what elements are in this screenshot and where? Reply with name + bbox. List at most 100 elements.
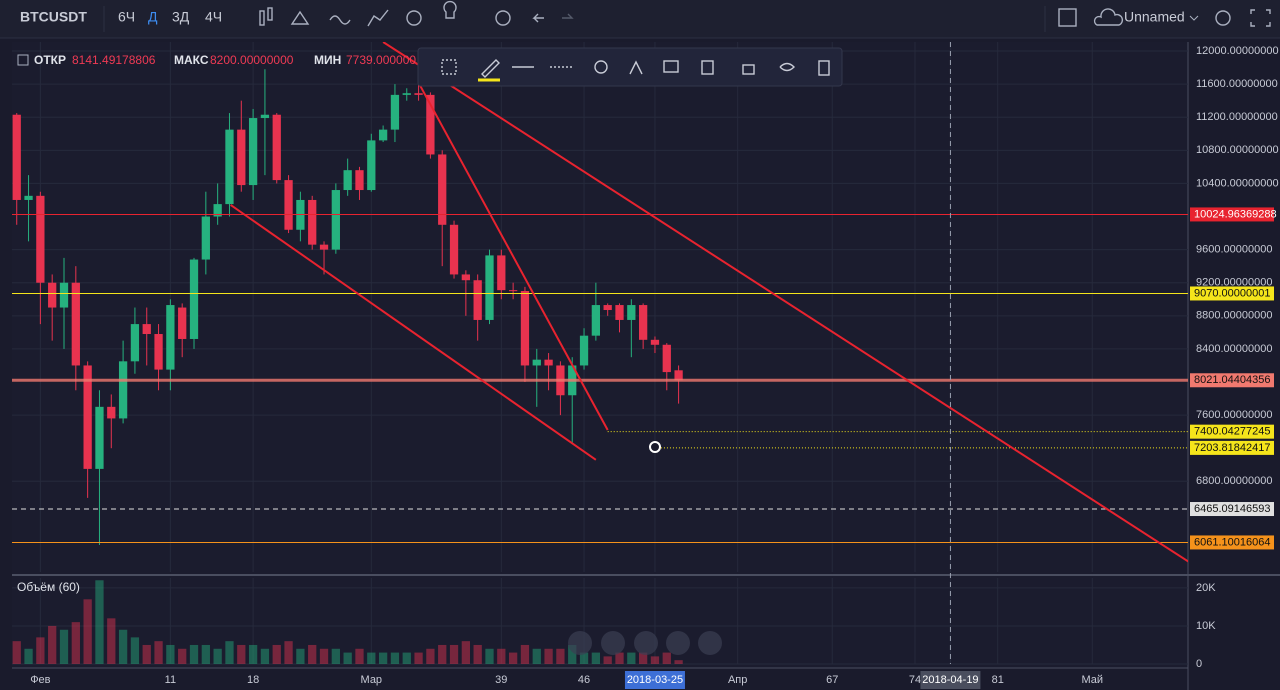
volume-bar (544, 648, 553, 664)
volume-bar (237, 644, 246, 664)
volume-bar (225, 641, 234, 664)
y-tick-label: 10400.00000000 (1196, 177, 1279, 189)
candle-body (225, 129, 234, 205)
price-label: 6061.10016064 (1194, 536, 1270, 548)
volume-bar (36, 637, 45, 664)
volume-bar (650, 656, 660, 664)
volume-bar (331, 648, 340, 664)
volume-bar (59, 629, 69, 664)
volume-bar (414, 652, 423, 664)
cursor (649, 441, 661, 453)
trend-line (382, 42, 1188, 563)
volume-bar (189, 644, 199, 664)
x-tick-label: 39 (495, 674, 507, 686)
volume-bar (532, 648, 541, 664)
candle-body (59, 282, 69, 308)
x-tick-label: Апр (728, 674, 747, 686)
volume-bar (343, 652, 352, 664)
x-tick-label: 2018-03-25 (627, 674, 683, 686)
drawing-toolbar (417, 47, 843, 87)
price-label-box (1190, 286, 1274, 301)
candle-body (414, 93, 423, 95)
candle-body (308, 199, 317, 245)
candle-body (166, 305, 175, 370)
candle-body (12, 114, 21, 200)
layout-name[interactable]: Unnamed (1124, 9, 1185, 25)
x-tick-label: Май (1081, 674, 1103, 686)
candle-body (260, 114, 270, 119)
x-tick-label-box (920, 671, 981, 689)
interval[interactable]: 3Д (172, 9, 190, 25)
volume-bar (485, 648, 494, 664)
volume-bar (142, 644, 151, 664)
toolbar-icons[interactable] (259, 0, 1271, 27)
volume-bar (520, 644, 530, 664)
candle-body (213, 204, 222, 217)
candle-body (237, 129, 246, 186)
x-tick-label: 2018-04-19 (922, 674, 978, 686)
legend-value: 8200.00000000 (210, 53, 294, 67)
candle-body (343, 170, 352, 191)
legend-label: ОТКР (34, 53, 66, 67)
candle-body (178, 307, 187, 339)
y-tick-label: 10800.00000000 (1196, 144, 1279, 156)
candle-body (449, 224, 459, 275)
volume-bar (449, 644, 459, 664)
candle-body (36, 195, 45, 283)
volume-bar (166, 644, 175, 664)
interval[interactable]: 4Ч (205, 9, 222, 25)
volume-bar (497, 648, 506, 664)
candle-body (544, 359, 553, 366)
x-tick-label: 46 (578, 674, 590, 686)
trend-line (418, 84, 609, 431)
nav-buttons[interactable] (568, 631, 722, 655)
volume-bar (390, 652, 400, 664)
volume-bar (272, 644, 281, 664)
volume-bar (603, 656, 612, 664)
volume-bar (367, 652, 376, 664)
candle-body (201, 216, 210, 260)
dropdown-arrow (1189, 15, 1199, 21)
price-label: 7203.81842417 (1194, 442, 1270, 454)
drawing-toolbar-icons[interactable] (441, 59, 830, 82)
candle-body (674, 370, 683, 381)
y-tick-label: 7600.00000000 (1196, 409, 1272, 421)
volume-bar (12, 641, 21, 664)
legend-value: 7739.000000 (346, 53, 416, 67)
volume-bar (627, 652, 636, 664)
volume-bar (473, 644, 482, 664)
volume-tick-label: 10K (1196, 620, 1216, 632)
candle-body (189, 259, 199, 339)
x-tick-label: 81 (992, 674, 1004, 686)
candle-body (107, 406, 116, 419)
trend-line (230, 204, 597, 461)
y-tick-label: 8400.00000000 (1196, 343, 1272, 355)
collapse-button[interactable] (17, 54, 29, 66)
price-label-box (1190, 424, 1274, 439)
volume-bar (260, 648, 270, 664)
candle-body (520, 290, 530, 366)
candle-body (650, 339, 660, 345)
volume-bar (615, 652, 624, 664)
y-tick-label: 9200.00000000 (1196, 277, 1272, 289)
x-tick-label: 74 (909, 674, 921, 686)
price-label-box (1190, 535, 1274, 550)
volume-bar (508, 652, 518, 664)
interval[interactable]: 6Ч (118, 9, 135, 25)
candle-body (438, 154, 447, 225)
candle-body (284, 180, 293, 230)
candle-body (71, 282, 80, 366)
candle-body (48, 282, 57, 308)
interval-active[interactable]: Д (148, 9, 158, 25)
volume-bar (24, 648, 33, 664)
price-label: 8021.04404356 (1194, 374, 1270, 386)
y-tick-label: 9600.00000000 (1196, 244, 1272, 256)
volume-tick-label: 0 (1196, 658, 1202, 670)
volume-bar (130, 637, 140, 664)
candle-body (426, 94, 435, 155)
volume-bar (556, 648, 565, 664)
candle-body (603, 305, 612, 311)
symbol[interactable]: BTCUSDT (20, 9, 87, 25)
candle-body (662, 344, 671, 373)
volume-bar (178, 648, 187, 664)
